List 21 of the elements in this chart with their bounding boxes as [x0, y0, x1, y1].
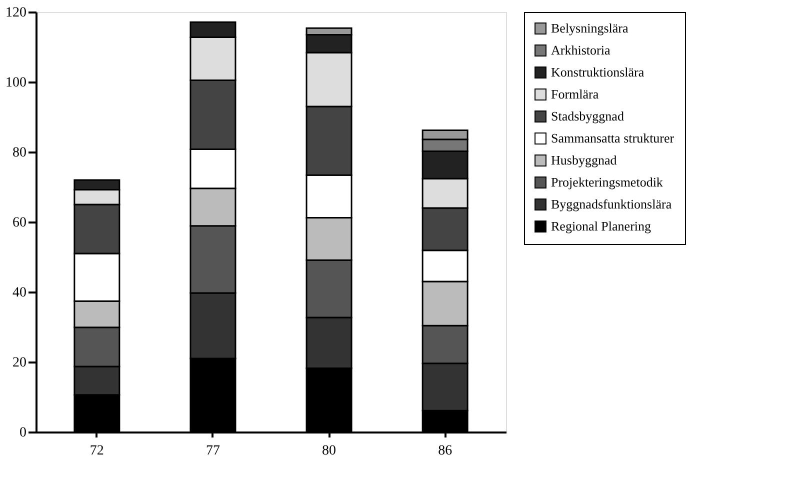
legend-label: Formlära — [551, 86, 599, 102]
x-tick-label: 77 — [206, 444, 220, 458]
y-tick-label: 20 — [12, 356, 26, 370]
x-tick-label: 86 — [438, 444, 452, 458]
legend-label: Regional Planering — [551, 218, 652, 234]
legend-label: Stadsbyggnad — [551, 108, 624, 124]
legend-label: Arkhistoria — [551, 42, 610, 58]
legend-label: Projekteringsmetodik — [551, 174, 664, 190]
y-tick-label: 80 — [12, 146, 26, 160]
legend-label: Byggnadsfunktionslära — [551, 196, 672, 212]
legend-label: Sammansatta strukturer — [551, 130, 675, 146]
y-tick-label: 60 — [12, 216, 26, 230]
legend-label: Konstruktionslära — [551, 64, 644, 80]
x-tick-label: 80 — [322, 444, 336, 458]
legend-label: Husbyggnad — [551, 152, 618, 168]
y-tick-label: 100 — [6, 76, 26, 90]
y-tick-label: 120 — [6, 6, 26, 20]
x-tick-label: 72 — [90, 444, 104, 458]
y-tick-label: 40 — [12, 286, 26, 300]
y-tick-label: 0 — [20, 426, 26, 440]
legend-label: Belysningslära — [551, 20, 628, 36]
